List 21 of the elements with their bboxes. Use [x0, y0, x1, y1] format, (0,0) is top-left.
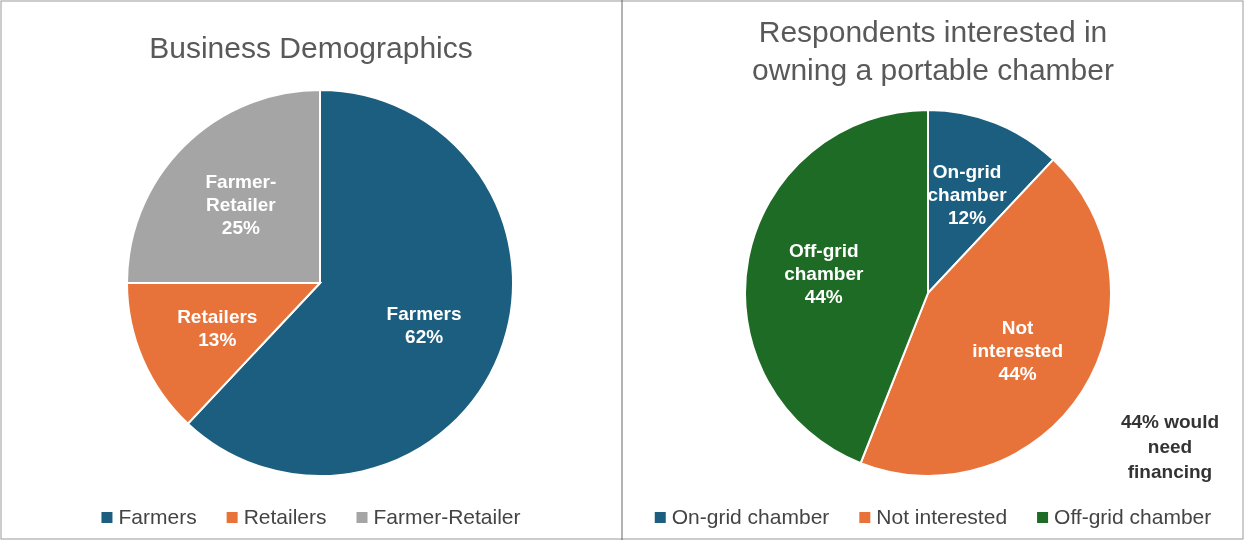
text: 44% would need financing [1120, 411, 1220, 482]
slice-label: Farmers [386, 302, 462, 324]
slice-label: On-grid chamber [927, 161, 1008, 206]
slice-label: Farmer-Retailer [205, 170, 277, 215]
data-label: 44% [998, 362, 1037, 384]
legend-label: Retailers [243, 505, 327, 528]
data-label: 44% [804, 286, 843, 308]
legend-label: Farmer-Retailer [373, 505, 521, 528]
legend-label: Not interested [876, 505, 1008, 528]
data-label: 13% [198, 328, 237, 350]
slice-label: Not interested [972, 316, 1064, 361]
chart-title: Business Demographics [149, 31, 473, 64]
data-label: 12% [948, 207, 987, 229]
legend-label: On-grid chamber [671, 505, 830, 528]
chart-title: Respondents interested in owning a portable chamber [752, 15, 1114, 86]
data-label: 25% [221, 216, 260, 238]
legend-label: Off-grid chamber [1054, 505, 1212, 528]
slice-label: Retailers [177, 305, 258, 327]
slice-label: Off-grid chamber [784, 240, 864, 285]
data-label: 62% [405, 325, 444, 347]
legend-label: Farmers [118, 505, 197, 528]
